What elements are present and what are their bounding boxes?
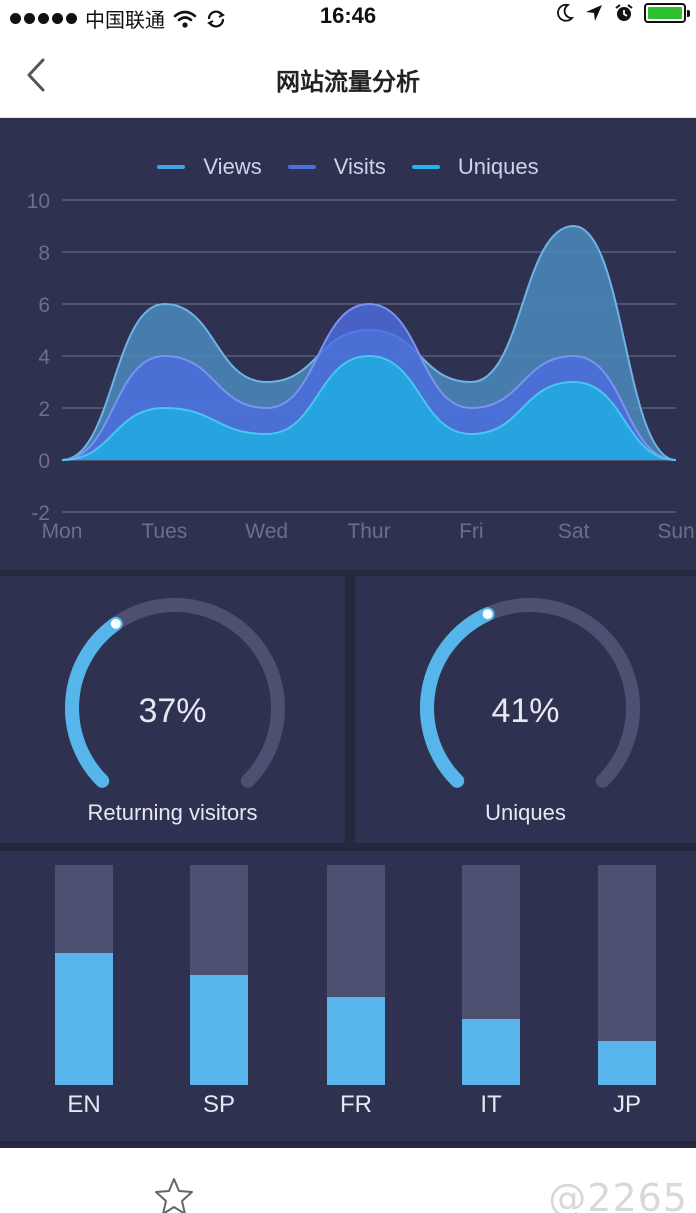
traffic-chart-panel: -2 0 2 4 6 8 10 Mon Tues Wed Thur Fri Sat Sun Views V…	[0, 118, 696, 570]
chevron-left-icon	[27, 58, 45, 92]
alarm-icon	[615, 4, 633, 21]
page-title: 网站流量分析	[276, 69, 420, 96]
y-tick-label: -2	[31, 502, 50, 525]
y-tick-label: 10	[27, 190, 50, 213]
gauge-progress	[420, 607, 495, 788]
location-icon	[586, 5, 602, 21]
x-tick-label: Sat	[558, 520, 590, 543]
series-line-uniques	[61, 354, 677, 461]
gauge-card-returning: 37% Returning visitors	[0, 576, 345, 843]
x-tick-label: Mon	[42, 520, 83, 543]
status-bar: 中国联通 16:46	[0, 0, 696, 34]
y-tick-label: 4	[38, 346, 50, 369]
nav-bar: 网站流量分析	[0, 34, 696, 118]
bar-fill	[190, 975, 248, 1085]
bar-label: JP	[612, 1091, 641, 1118]
x-tick-label: Thur	[347, 520, 390, 543]
moon-icon	[557, 3, 574, 22]
status-time: 16:46	[319, 3, 377, 28]
y-tick-label: 0	[38, 450, 50, 473]
bar-track	[327, 865, 385, 1085]
x-tick-label: Wed	[245, 520, 288, 543]
y-tick-label: 8	[38, 242, 50, 265]
gauge-label: Returning visitors	[87, 800, 258, 825]
language-bars-panel: EN SP FR IT JP	[0, 851, 696, 1141]
bar-track	[55, 865, 113, 1085]
series-area-uniques	[62, 356, 676, 460]
gauge-knob	[482, 609, 493, 620]
bar-label: EN	[67, 1091, 101, 1118]
battery-icon	[644, 3, 690, 23]
legend-swatch-visits	[287, 165, 316, 169]
carrier-label: 中国联通	[85, 10, 165, 32]
star-icon	[155, 1178, 193, 1213]
bar-track	[462, 865, 520, 1085]
legend-label-uniques: Uniques	[457, 154, 539, 179]
sync-icon	[207, 10, 225, 27]
bar-fill	[598, 1041, 656, 1085]
legend-label-views: Views	[203, 154, 262, 179]
bar-label: SP	[202, 1091, 235, 1118]
signal-icon	[10, 13, 77, 24]
legend-swatch-views	[157, 165, 186, 169]
status-right	[556, 3, 690, 23]
gauge-progress	[65, 616, 123, 788]
gauge-value: 41%	[491, 692, 560, 730]
bar-fill	[55, 953, 113, 1085]
watermark-text: @2265	[548, 1176, 688, 1213]
gauge-label: Uniques	[485, 800, 566, 825]
bar-fill	[462, 1019, 520, 1085]
gauge-value: 37%	[138, 692, 207, 730]
x-tick-label: Sun	[657, 520, 694, 543]
bar-fill	[327, 997, 385, 1085]
bottom-toolbar: @2265	[0, 1148, 696, 1213]
bar-track	[190, 865, 248, 1085]
gauge-knob	[110, 618, 121, 629]
legend-item-views[interactable]: Views	[157, 154, 262, 180]
x-tick-label: Tues	[141, 520, 187, 543]
legend-swatch-uniques	[411, 165, 440, 169]
series-line-visits	[61, 302, 677, 461]
y-tick-label: 2	[38, 398, 50, 421]
legend-item-visits[interactable]: Visits	[287, 154, 386, 180]
favorite-button[interactable]	[154, 1176, 194, 1213]
x-tick-label: Fri	[459, 520, 484, 543]
gauge-card-uniques: 41% Uniques	[355, 576, 696, 843]
bar-label: FR	[340, 1091, 372, 1118]
bar-label: IT	[480, 1091, 502, 1118]
uniques-gauge	[420, 598, 640, 788]
back-button[interactable]	[18, 56, 58, 96]
legend-label-visits: Visits	[333, 154, 386, 179]
chart-legend: Views Visits Uniques	[0, 154, 696, 180]
bar-track	[598, 865, 656, 1085]
returning-visitors-gauge	[65, 598, 285, 788]
legend-item-uniques[interactable]: Uniques	[411, 154, 539, 180]
y-tick-label: 6	[38, 294, 50, 317]
wifi-icon	[173, 10, 197, 28]
status-left: 中国联通	[10, 4, 227, 33]
traffic-area-chart: -2 0 2 4 6 8 10 Mon Tues Wed Thur Fri Sat Sun	[27, 190, 695, 543]
